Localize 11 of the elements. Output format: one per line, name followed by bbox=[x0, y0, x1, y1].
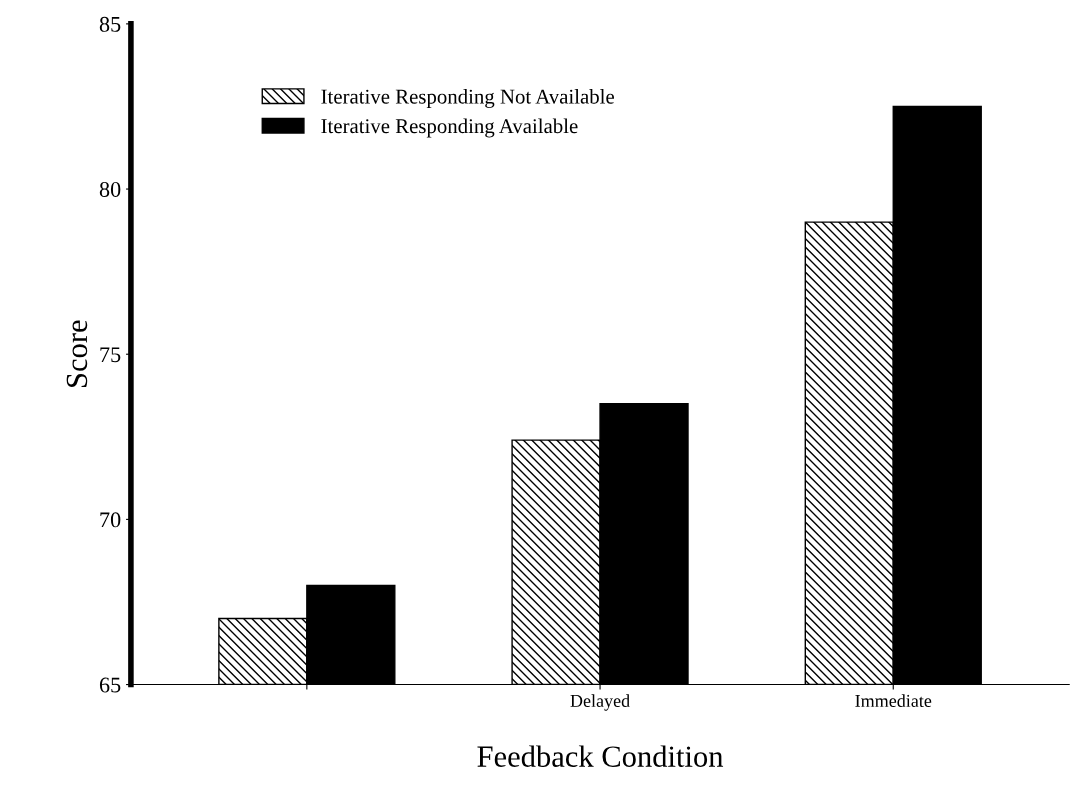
y-tick-label: 65 bbox=[99, 677, 121, 693]
y-tick-label: 75 bbox=[100, 347, 121, 363]
y-axis-title: Score bbox=[66, 320, 88, 387]
x-axis-title: Feedback Condition bbox=[477, 745, 724, 767]
legend-label: Iterative Responding Not Available bbox=[321, 89, 614, 108]
y-tick-label: 70 bbox=[100, 512, 121, 528]
y-tick-label: 80 bbox=[99, 181, 121, 197]
x-tick-label: Immediate bbox=[855, 694, 932, 707]
y-tick-label: 85 bbox=[99, 16, 121, 32]
legend-label: Iterative Responding Available bbox=[321, 118, 578, 138]
x-tick-label: Delayed bbox=[570, 694, 630, 711]
